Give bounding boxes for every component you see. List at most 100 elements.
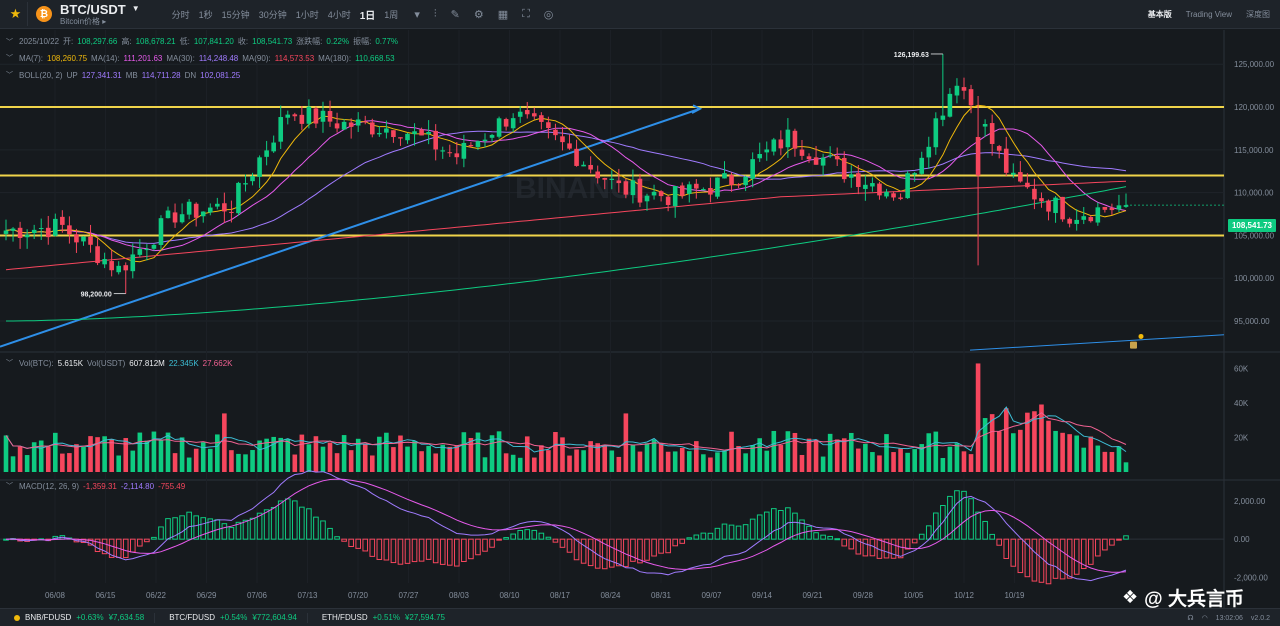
ticker-btc[interactable]: BTC/FDUSD +0.54% ¥772,604.94 <box>169 613 297 622</box>
candle-body <box>17 227 23 239</box>
macd-histogram-bar <box>778 509 784 540</box>
volume-bar <box>1123 462 1129 472</box>
macd-histogram-bar <box>179 515 185 540</box>
volume-bar <box>130 450 136 472</box>
candle-body <box>1109 207 1115 211</box>
chart-settings-icon[interactable]: ⚙ <box>473 8 484 21</box>
macd-histogram-bar <box>242 519 249 540</box>
fullscreen-icon[interactable]: ⛶ <box>522 7 530 20</box>
macd-histogram-bar <box>792 512 798 540</box>
interval-tab-30m[interactable]: 30分钟 <box>258 9 287 20</box>
date-axis-label: 06/08 <box>45 591 66 600</box>
candle-body <box>581 164 586 167</box>
candle-body <box>398 137 403 139</box>
volume-bar <box>581 450 586 472</box>
candle-body <box>715 177 720 197</box>
target-icon[interactable]: ◎ <box>543 8 554 21</box>
macd-histogram-bar <box>996 538 1003 546</box>
headset-icon[interactable]: ☊ <box>1187 615 1194 622</box>
interval-tab-1h[interactable]: 1小时 <box>295 9 319 20</box>
style-icon[interactable]: ▦ <box>497 8 509 21</box>
macd-histogram-bar <box>193 515 199 540</box>
price-axis-label: 100,000.00 <box>1234 274 1275 283</box>
volume-bar <box>327 442 333 472</box>
macd-axis-label: -2,000.00 <box>1234 573 1268 582</box>
interval-tab-4h[interactable]: 4小时 <box>327 9 351 20</box>
view-depth[interactable]: 深度图 <box>1246 10 1270 19</box>
boll-mb-value: 114,711.28 <box>141 70 181 80</box>
volume-bar <box>165 432 171 472</box>
ticker-price: ¥772,604.94 <box>252 613 297 622</box>
view-basic[interactable]: 基本版 <box>1147 10 1172 19</box>
interval-tab-1w[interactable]: 1周 <box>384 9 399 20</box>
ma180-label: MA(180): <box>318 53 352 63</box>
ma7-value: 108,260.75 <box>47 53 88 63</box>
candle-body <box>834 155 840 160</box>
candle-body <box>193 203 199 218</box>
volume-bar <box>968 454 974 472</box>
draw-tools-icon[interactable]: ✎ <box>450 8 460 21</box>
candle-body <box>736 184 741 186</box>
candle-body <box>236 182 241 214</box>
date-axis-label: 09/14 <box>752 591 773 600</box>
macd-histogram-bar <box>510 533 516 540</box>
macd-histogram-bar <box>587 538 594 567</box>
candle-body <box>74 234 79 243</box>
view-switcher: 基本版 Trading View 深度图 <box>1148 0 1270 29</box>
volume-bar <box>320 446 326 472</box>
macd-histogram-bar <box>834 538 840 541</box>
date-axis-label: 06/22 <box>146 591 167 600</box>
bottom-ticker-bar: BNB/FDUSD +0.63% ¥7,634.58 BTC/FDUSD +0.… <box>0 608 1280 626</box>
favorite-star-icon[interactable]: ★ <box>4 2 28 26</box>
volume-bar <box>377 436 382 472</box>
interval-tab-time[interactable]: 分时 <box>171 9 190 20</box>
macd-histogram-bar <box>334 536 340 540</box>
macd-histogram-bar <box>313 516 319 540</box>
macd-histogram-bar <box>1080 538 1087 570</box>
candle-body <box>440 150 446 152</box>
candle-body <box>95 246 100 264</box>
macd-histogram-bar <box>1066 538 1073 579</box>
interval-tab-1s[interactable]: 1秒 <box>198 9 213 20</box>
chart-area[interactable]: BINANCE 125,000.00 120,000.00 115,000.00 11… <box>0 30 1280 608</box>
volume-bar <box>31 442 37 472</box>
candle-body <box>757 153 763 159</box>
volume-bar <box>306 444 312 472</box>
candle-body <box>679 185 685 196</box>
high-annotation: 126,199.63 <box>894 52 929 59</box>
high-value: 108,678.21 <box>135 37 176 46</box>
interval-tab-15m[interactable]: 15分钟 <box>221 9 250 20</box>
candlestick-chart[interactable]: BINANCE 125,000.00 120,000.00 115,000.00 11… <box>0 30 1280 608</box>
vol-btc-label: Vol(BTC): <box>19 358 54 368</box>
volume-bar <box>686 451 692 472</box>
ma90-label: MA(90): <box>242 53 271 63</box>
interval-tab-1d[interactable]: 1日 <box>359 10 376 22</box>
macd-histogram-bar <box>707 532 714 540</box>
candle-body <box>1003 148 1009 173</box>
indicator-icon[interactable]: ⫶ <box>433 7 437 20</box>
more-intervals-icon[interactable]: ▾ <box>414 8 420 21</box>
ticker-symbol: ETH/FDUSD <box>321 613 368 622</box>
macd-histogram-bar <box>517 529 524 540</box>
view-tradingview[interactable]: Trading View <box>1185 10 1232 19</box>
date-axis-label: 08/03 <box>449 591 470 600</box>
candle-body <box>517 111 523 117</box>
volume-bar <box>81 446 86 472</box>
pair-selector[interactable]: BTC/USDT ▼ Bitcoin价格 ▸ <box>60 1 140 26</box>
volume-bar <box>1088 436 1094 472</box>
price-axis-label: 115,000.00 <box>1234 146 1274 155</box>
candle-body <box>369 122 375 135</box>
macd-histogram-bar <box>672 538 678 547</box>
ticker-bnb[interactable]: BNB/FDUSD +0.63% ¥7,634.58 <box>14 613 144 622</box>
ticker-eth[interactable]: ETH/FDUSD +0.51% ¥27,594.75 <box>322 613 445 622</box>
volume-bar <box>1095 445 1101 472</box>
volume-bar <box>215 434 220 472</box>
volume-bar <box>757 438 763 472</box>
candle-body <box>546 122 551 129</box>
macd-histogram-bar <box>1095 538 1101 557</box>
alarm-icon <box>1130 341 1137 349</box>
macd-histogram-bar <box>496 538 502 541</box>
macd-histogram-bar <box>616 538 622 567</box>
candle-body <box>665 196 671 205</box>
volume-bar <box>200 442 206 472</box>
